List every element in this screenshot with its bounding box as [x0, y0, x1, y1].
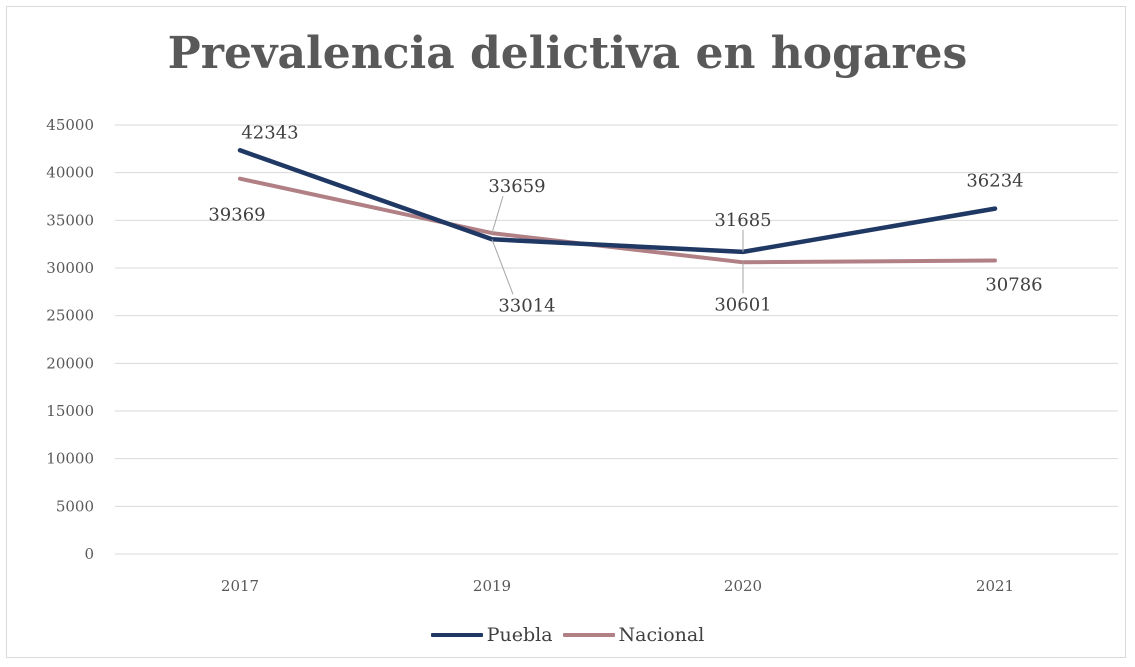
legend-label-puebla: Puebla — [486, 624, 553, 646]
x-tick-label: 2021 — [976, 577, 1014, 595]
x-tick-label: 2017 — [221, 577, 259, 595]
legend-swatch-nacional — [562, 633, 615, 637]
data-label-nacional: 33659 — [488, 176, 545, 197]
x-axis-tick-labels: 2017 2019 2020 2021 — [221, 577, 1014, 595]
data-label-puebla: 31685 — [714, 210, 771, 231]
legend: Puebla Nacional — [0, 624, 1135, 646]
series-lines — [237, 148, 998, 265]
data-label-puebla: 36234 — [966, 171, 1023, 192]
y-tick-label: 20000 — [46, 354, 94, 372]
y-tick-label: 25000 — [46, 307, 94, 325]
data-label-puebla: 33014 — [498, 295, 555, 316]
y-tick-label: 10000 — [46, 450, 94, 468]
x-tick-label: 2019 — [473, 577, 511, 595]
chart-title: Prevalencia delictiva en hogares — [167, 28, 968, 79]
data-label-nacional: 30786 — [985, 275, 1042, 296]
y-tick-label: 0 — [84, 545, 94, 563]
legend-item-nacional[interactable]: Nacional — [562, 624, 705, 646]
y-tick-label: 15000 — [46, 402, 94, 420]
chart-frame — [6, 6, 1126, 658]
y-tick-label: 40000 — [46, 164, 94, 182]
y-tick-label: 45000 — [46, 116, 94, 134]
legend-item-puebla[interactable]: Puebla — [430, 624, 553, 646]
y-tick-label: 30000 — [46, 259, 94, 277]
data-label-nacional: 39369 — [208, 205, 265, 226]
gridlines — [115, 124, 1118, 555]
data-label-nacional: 30601 — [714, 294, 771, 315]
data-label-leader — [491, 195, 504, 234]
series-line-puebla — [237, 148, 998, 255]
legend-label-nacional: Nacional — [618, 624, 705, 646]
x-tick-label: 2020 — [724, 577, 762, 595]
y-tick-label: 35000 — [46, 211, 94, 229]
data-label-puebla: 42343 — [241, 122, 298, 143]
y-tick-label: 5000 — [56, 497, 94, 515]
legend-swatch-puebla — [430, 633, 483, 637]
data-labels: 42343 33014 31685 36234 39369 33659 30601 30786 — [208, 122, 1042, 316]
data-label-leader — [491, 239, 514, 295]
y-axis-tick-labels: 0 5000 10000 15000 20000 25000 30000 35000 40000… — [46, 116, 94, 563]
